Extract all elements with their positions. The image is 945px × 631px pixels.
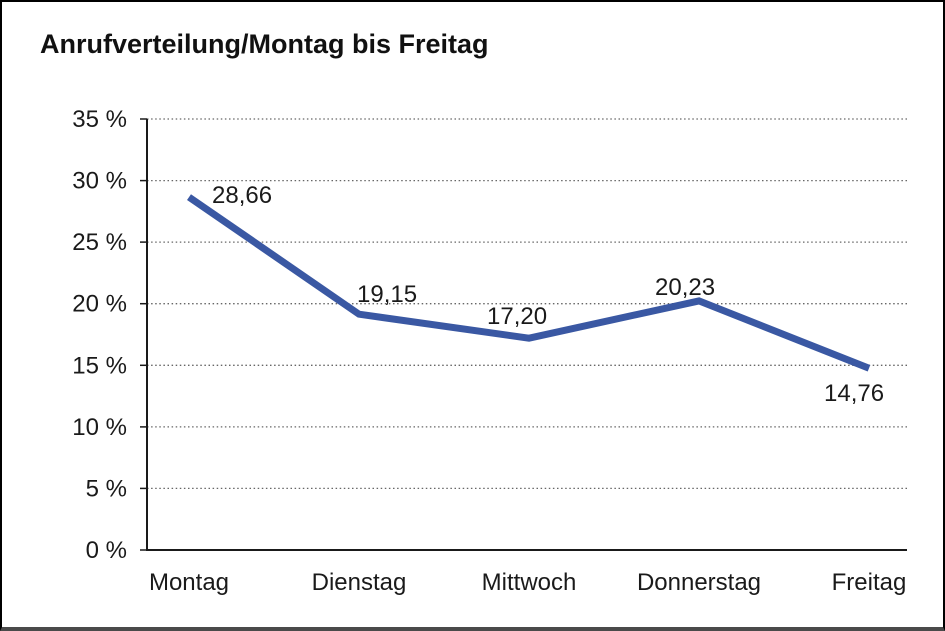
y-tick-label: 5 % <box>86 475 127 502</box>
data-label: 28,66 <box>212 182 272 209</box>
data-label: 20,23 <box>655 274 715 301</box>
chart-title: Anrufverteilung/Montag bis Freitag <box>40 29 489 59</box>
x-tick-label: Montag <box>149 569 229 596</box>
data-label: 14,76 <box>824 380 884 407</box>
y-tick-label: 10 % <box>72 414 127 441</box>
y-tick-label: 20 % <box>72 291 127 318</box>
x-tick-label: Mittwoch <box>482 569 577 596</box>
y-tick-label: 0 % <box>86 537 127 564</box>
series-line <box>187 194 871 372</box>
x-tick-label: Dienstag <box>312 569 407 596</box>
y-tick-label: 25 % <box>72 229 127 256</box>
y-tick-label: 30 % <box>72 168 127 195</box>
data-label: 17,20 <box>487 303 547 330</box>
data-label: 19,15 <box>357 281 417 308</box>
x-tick-label: Donnerstag <box>637 569 761 596</box>
x-tick-label: Freitag <box>832 569 907 596</box>
y-tick-label: 35 % <box>72 106 127 133</box>
y-tick-label: 15 % <box>72 352 127 379</box>
